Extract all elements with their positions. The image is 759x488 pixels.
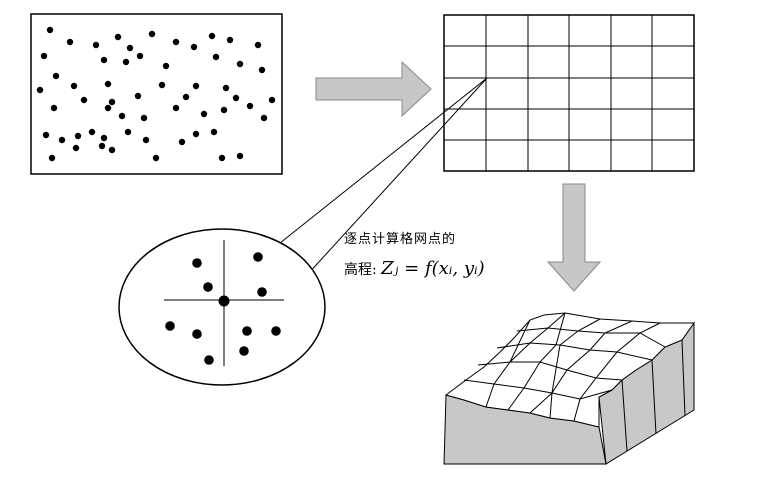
- caption-line-2-prefix: 高程:: [344, 262, 377, 278]
- scatter-point: [118, 112, 126, 120]
- scatter-point: [48, 154, 56, 162]
- scatter-point: [52, 72, 60, 80]
- scatter-points-panel: [30, 13, 283, 175]
- scatter-point: [220, 106, 228, 114]
- scatter-point: [72, 144, 80, 152]
- scatter-point: [40, 52, 48, 60]
- scatter-point: [246, 102, 254, 110]
- zoom-callout-lines: [274, 77, 488, 276]
- scatter-points: [36, 26, 276, 162]
- scatter-point: [92, 41, 100, 49]
- scatter-point: [178, 138, 186, 146]
- scatter-point: [80, 96, 88, 104]
- scatter-point: [212, 53, 220, 61]
- scatter-point: [226, 36, 234, 44]
- scatter-point: [66, 38, 74, 46]
- scatter-point: [260, 114, 268, 122]
- scatter-point: [126, 44, 134, 52]
- scatter-point: [200, 110, 208, 118]
- grid-panel: [443, 14, 695, 172]
- scatter-point: [108, 146, 116, 154]
- scatter-point: [142, 136, 150, 144]
- elevation-formula: Zⱼ = f(xᵢ, yᵢ): [381, 258, 485, 279]
- scatter-point: [268, 96, 276, 104]
- scatter-point: [114, 33, 122, 41]
- grid-node-point: [218, 295, 230, 307]
- neighborhood-points: [165, 252, 281, 365]
- neighborhood-point: [253, 252, 263, 262]
- scatter-point: [190, 43, 198, 51]
- neighborhood-point: [242, 326, 252, 336]
- scatter-point: [108, 98, 116, 106]
- scatter-point: [50, 104, 58, 112]
- scatter-point: [74, 132, 82, 140]
- scatter-point: [172, 38, 180, 46]
- scatter-point: [258, 66, 266, 74]
- scatter-point: [136, 52, 144, 60]
- scatter-point: [208, 32, 216, 40]
- neighborhood-zoom-ellipse: [118, 228, 326, 386]
- neighborhood-point: [204, 355, 214, 365]
- scatter-point: [46, 26, 54, 34]
- scatter-point: [42, 131, 50, 139]
- scatter-point: [236, 152, 244, 160]
- neighborhood-point: [271, 326, 281, 336]
- neighborhood-point: [203, 282, 213, 292]
- neighborhood-point: [257, 287, 267, 297]
- scatter-point: [88, 128, 96, 136]
- scatter-point: [148, 30, 156, 38]
- scatter-point: [104, 80, 112, 88]
- scatter-point: [36, 86, 44, 94]
- scatter-point: [218, 154, 226, 162]
- dem-surface-block: [443, 312, 695, 465]
- scatter-point: [254, 41, 262, 49]
- scatter-point: [58, 136, 66, 144]
- scatter-point: [70, 82, 78, 90]
- scatter-point: [104, 104, 112, 112]
- scatter-point: [122, 58, 130, 66]
- neighborhood-point: [192, 258, 202, 268]
- scatter-point: [100, 134, 108, 142]
- scatter-point: [98, 142, 106, 150]
- neighborhood-point: [239, 346, 249, 356]
- scatter-point: [182, 93, 190, 101]
- scatter-point: [140, 114, 148, 122]
- scatter-point: [124, 128, 132, 136]
- right-arrow-icon: [315, 60, 432, 118]
- scatter-point: [192, 82, 200, 90]
- scatter-point: [172, 104, 180, 112]
- caption-line-1: 逐点计算格网点的: [344, 232, 457, 247]
- scatter-point: [222, 84, 230, 92]
- down-arrow-icon: [546, 183, 602, 292]
- neighborhood-point: [192, 329, 202, 339]
- scatter-point: [236, 60, 244, 68]
- scatter-point: [210, 128, 218, 136]
- caption-line-2: 高程: Zⱼ = f(xᵢ, yᵢ): [344, 258, 485, 279]
- scatter-point: [162, 62, 170, 70]
- scatter-point: [192, 130, 200, 138]
- scatter-point: [100, 56, 108, 64]
- scatter-point: [134, 92, 142, 100]
- neighborhood-point: [165, 321, 175, 331]
- scatter-point: [152, 154, 160, 162]
- scatter-point: [158, 81, 166, 89]
- scatter-point: [232, 94, 240, 102]
